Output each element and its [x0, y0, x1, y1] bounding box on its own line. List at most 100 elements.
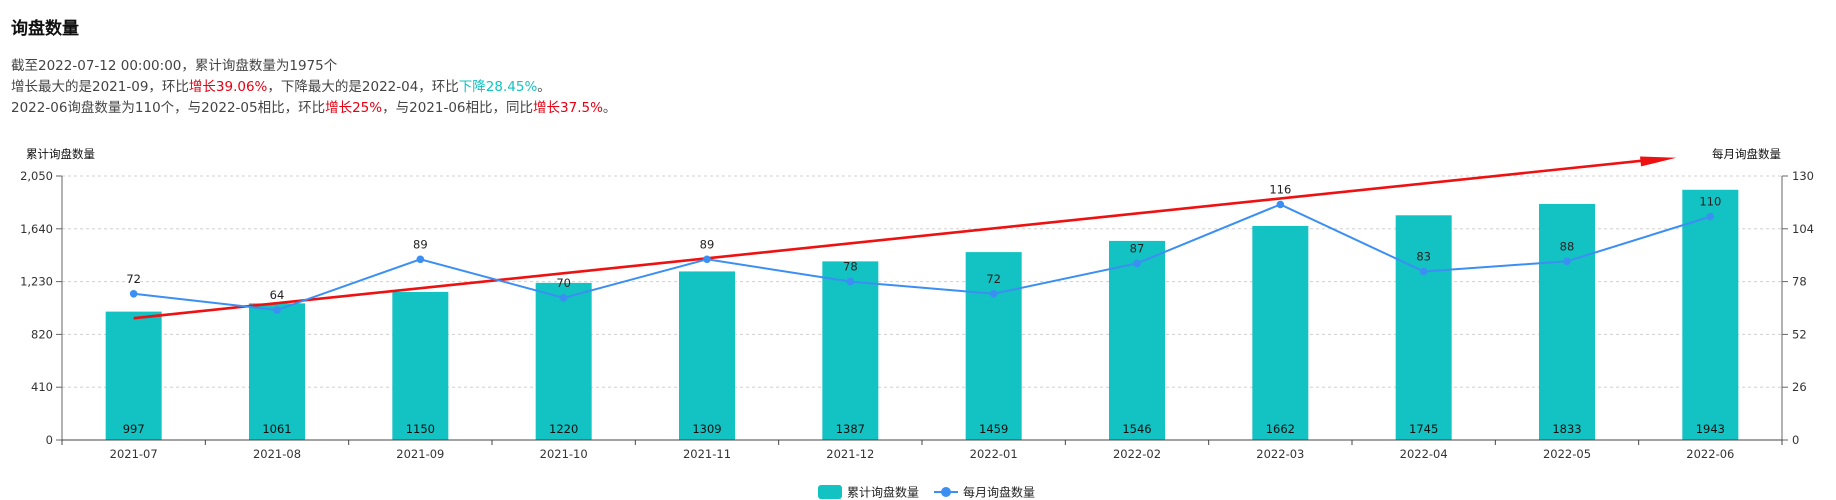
legend-line-marker	[941, 487, 951, 497]
summary-total: 截至2022-07-12 00:00:00，累计询盘数量为1975个	[11, 58, 338, 74]
bar	[105, 311, 162, 440]
line-point-label: 116	[1269, 182, 1291, 196]
right-axis-tick-label: 78	[1792, 275, 1807, 289]
bar-value-label: 1459	[979, 422, 1008, 436]
axes: 0 0 410 26 820 52 1,230 78 1,640 104 2,050 130 2021-…	[20, 169, 1814, 461]
mom-increase-value: 增长25%	[325, 100, 383, 116]
line-point	[1419, 267, 1428, 276]
left-axis-tick-label: 2,050	[20, 169, 53, 183]
bar-value-label: 1745	[1409, 422, 1438, 436]
legend[interactable]: 累计询盘数量 每月询盘数量	[818, 485, 1035, 500]
x-axis-tick-label: 2021-11	[683, 447, 731, 461]
line-point	[1706, 212, 1715, 221]
bar-value-label: 1387	[836, 422, 865, 436]
max-decrease-value: 下降28.45%	[458, 79, 538, 95]
legend-item-line[interactable]: 每月询盘数量	[934, 485, 1035, 500]
line-point-label: 89	[413, 237, 428, 251]
legend-item-bar[interactable]: 累计询盘数量	[818, 485, 919, 500]
right-axis-tick-label: 104	[1792, 222, 1814, 236]
line-series[interactable]: 72 64 89 70 89 78 72 87 116 83 88 110	[126, 182, 1721, 314]
bar-value-label: 1220	[549, 422, 578, 436]
bar-value-label: 997	[123, 422, 145, 436]
bar	[1395, 215, 1452, 440]
x-axis-tick-label: 2021-12	[826, 447, 874, 461]
left-axis-tick-label: 1,640	[20, 222, 53, 236]
summary-line-3: 2022-06询盘数量为110个，与2022-05相比，环比增长25%，与202…	[11, 98, 616, 119]
bar-value-label: 1943	[1696, 422, 1725, 436]
bar	[1682, 189, 1739, 440]
summary-line-2: 增长最大的是2021-09，环比增长39.06%，下降最大的是2022-04，环…	[11, 77, 616, 98]
line-point	[416, 255, 425, 264]
line-point	[989, 289, 998, 298]
x-axis-tick-label: 2021-09	[396, 447, 444, 461]
max-increase-value: 增长39.06%	[188, 79, 268, 95]
line-point	[129, 289, 138, 298]
bar	[1109, 240, 1165, 440]
summary-text-part: 增长最大的是2021-09，环比	[11, 79, 189, 95]
line-point	[1133, 259, 1141, 268]
line-point-label: 72	[986, 272, 1001, 286]
left-axis-tick-label: 820	[31, 327, 53, 341]
right-axis-title: 每月询盘数量	[1712, 147, 1781, 161]
bar	[822, 261, 879, 440]
summary-line-1: 截至2022-07-12 00:00:00，累计询盘数量为1975个	[11, 56, 616, 77]
line-point-label: 89	[700, 237, 715, 251]
line-point	[1276, 200, 1285, 209]
summary-text-part: 。	[602, 100, 617, 116]
line-point	[703, 255, 711, 264]
legend-label: 每月询盘数量	[963, 485, 1035, 500]
page-title: 询盘数量	[11, 19, 79, 39]
line-point-label: 87	[1130, 241, 1145, 255]
bar	[1539, 203, 1595, 440]
bar-value-label: 1309	[692, 422, 721, 436]
bar	[679, 271, 735, 440]
line-point	[559, 294, 568, 302]
x-axis-tick-label: 2022-01	[970, 447, 1018, 461]
x-axis-tick-label: 2022-05	[1543, 447, 1591, 461]
line-point-label: 88	[1560, 239, 1575, 253]
summary-text-part: ，与2021-06相比，同比	[382, 100, 534, 116]
line-point-label: 70	[556, 276, 571, 290]
line-point	[273, 306, 281, 314]
bar-value-label: 1061	[262, 422, 291, 436]
x-axis-tick-label: 2022-04	[1400, 447, 1448, 461]
right-axis-tick-label: 52	[1792, 327, 1807, 341]
trend-arrow	[133, 156, 1677, 320]
left-axis-tick-label: 0	[46, 433, 53, 447]
trend-arrow-head	[1640, 156, 1677, 167]
legend-bar-swatch	[818, 485, 842, 499]
line-point-label: 110	[1699, 195, 1721, 209]
x-axis-tick-label: 2022-06	[1686, 447, 1734, 461]
summary-text: 截至2022-07-12 00:00:00，累计询盘数量为1975个 增长最大的…	[11, 56, 616, 119]
bar	[535, 282, 592, 440]
summary-text-part: 。	[537, 79, 551, 95]
line-point	[1563, 257, 1571, 266]
bar-value-label: 1833	[1552, 422, 1581, 436]
bar	[249, 303, 305, 440]
yoy-increase-value: 增长37.5%	[533, 100, 603, 116]
summary-text-part: ，下降最大的是2022-04，环比	[267, 79, 459, 95]
line-point-label: 72	[126, 272, 141, 286]
bar-value-label: 1662	[1266, 422, 1295, 436]
summary-text-part: 2022-06询盘数量为110个，与2022-05相比，环比	[11, 100, 326, 116]
x-axis-tick-label: 2022-02	[1113, 447, 1161, 461]
x-axis-tick-label: 2021-08	[253, 447, 301, 461]
bar	[392, 291, 449, 440]
bar	[1252, 225, 1309, 440]
line-point-label: 64	[270, 288, 285, 302]
left-axis-title: 累计询盘数量	[26, 147, 95, 161]
trend-arrow-line	[133, 158, 1649, 320]
bar-series[interactable]: 997 1061 1150 1220 1309 1387 1459 1546 1662 1745 1…	[105, 189, 1739, 440]
left-axis-tick-label: 1,230	[20, 275, 53, 289]
left-axis-tick-label: 410	[31, 380, 53, 394]
bar	[965, 252, 1022, 440]
line-point	[846, 277, 855, 286]
line-point-label: 78	[843, 260, 858, 274]
x-axis-tick-label: 2022-03	[1256, 447, 1304, 461]
grid-lines	[62, 175, 1782, 388]
line-point-label: 83	[1416, 249, 1431, 263]
legend-label: 累计询盘数量	[847, 485, 919, 500]
x-axis-tick-label: 2021-07	[110, 447, 158, 461]
x-axis-tick-label: 2021-10	[540, 447, 588, 461]
